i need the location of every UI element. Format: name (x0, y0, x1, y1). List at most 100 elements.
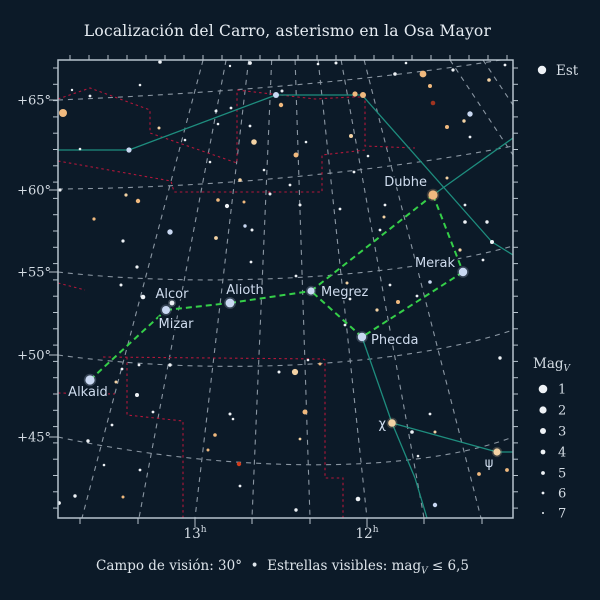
background-star (214, 236, 218, 240)
background-star (214, 109, 218, 113)
background-star (73, 494, 77, 498)
constellation-boundary (58, 392, 116, 395)
background-star (110, 423, 114, 427)
background-star (158, 60, 162, 64)
mag-legend-dot-3 (540, 428, 546, 434)
background-star (338, 207, 342, 211)
ra-meridian-gridline (317, 60, 368, 518)
background-star (88, 94, 92, 98)
star-label-Megrez: Megrez (321, 285, 369, 300)
mag-legend-value: 3 (558, 425, 566, 440)
background-star (383, 203, 387, 207)
background-star (487, 78, 491, 82)
star-label-Alcor: Alcor (156, 287, 190, 302)
mag-legend-value: 7 (558, 507, 566, 522)
background-star (416, 454, 420, 458)
mag-legend-dot-1 (538, 384, 548, 394)
background-star (242, 200, 246, 204)
background-star (280, 89, 284, 93)
star-label-Mizar: Mizar (159, 317, 195, 332)
background-star (238, 178, 242, 182)
background-star (167, 229, 173, 235)
background-star (151, 410, 155, 414)
background-star (213, 433, 217, 437)
background-star (462, 119, 466, 123)
star-Phecda (357, 332, 367, 342)
background-star (124, 193, 128, 197)
star-label-Merak: Merak (415, 256, 456, 271)
declination-gridline (58, 329, 513, 367)
star-Megrez (307, 287, 315, 295)
ra-meridian-gridline (482, 60, 513, 106)
asterism-line (165, 302, 231, 311)
background-star (419, 70, 427, 78)
background-star (343, 323, 347, 327)
background-star (120, 367, 124, 371)
background-star (138, 83, 142, 87)
ra-axis-label: 12h (356, 525, 379, 542)
star-label-Phecda: Phecda (371, 333, 418, 348)
background-star (294, 508, 298, 512)
background-star (355, 496, 361, 502)
ra-meridian-gridline (363, 60, 482, 518)
background-star (404, 61, 408, 65)
background-star (468, 135, 472, 139)
background-star (378, 228, 382, 232)
background-star (135, 198, 141, 204)
constellation-line (361, 336, 393, 424)
background-star (396, 300, 400, 304)
constellation-line (391, 422, 498, 453)
background-star (388, 283, 392, 287)
background-star (58, 188, 62, 192)
legend-star-icon (537, 65, 547, 75)
background-star (477, 472, 481, 476)
star-Alcor (169, 300, 175, 306)
background-star (393, 72, 397, 76)
background-star (298, 437, 302, 441)
background-star (168, 363, 172, 367)
background-star (304, 140, 308, 144)
constellation-line (414, 477, 428, 518)
background-star (498, 356, 502, 360)
constellation-line (432, 137, 513, 196)
background-star (86, 439, 90, 443)
constellation-boundary (58, 149, 366, 193)
background-star (467, 111, 473, 117)
background-star (251, 139, 257, 145)
background-star (238, 484, 242, 488)
background-star (360, 92, 366, 98)
star-psi-UMa (493, 448, 501, 456)
ra-meridian-gridline (294, 60, 311, 518)
background-star (503, 63, 507, 67)
background-star (349, 134, 353, 138)
background-star (273, 92, 279, 98)
mag-legend-dot-4 (540, 449, 546, 455)
background-star (505, 468, 509, 472)
star-label-chi-UMa: χ (378, 417, 386, 432)
background-star (250, 228, 254, 232)
constellation-boundary (58, 282, 86, 291)
background-star (137, 363, 141, 367)
star-Merak (458, 267, 468, 277)
caption-fov: Campo de visión: 30° (96, 558, 242, 574)
background-star (382, 215, 386, 219)
background-star (428, 412, 432, 416)
star-label-Alkaid: Alkaid (68, 385, 108, 400)
ra-meridian-gridline (449, 60, 513, 156)
chart-caption: Campo de visión: 30° • Estrellas visible… (0, 558, 565, 577)
mag-legend-title: MagV (533, 356, 572, 374)
mag-legend-dot-2 (539, 406, 547, 414)
plot-area: Dubhe Merak Phecda Megrez Alioth Mizar Alcor Al… (58, 60, 513, 518)
background-star (481, 258, 485, 262)
constellation-line (491, 241, 513, 256)
asterism-line (89, 309, 167, 381)
background-star (236, 461, 242, 467)
background-star (248, 124, 252, 128)
background-star (430, 100, 436, 106)
declination-gridline (58, 60, 505, 101)
background-star (463, 203, 467, 207)
background-star (140, 294, 146, 300)
constellation-boundary (58, 87, 416, 164)
background-star (410, 430, 414, 434)
